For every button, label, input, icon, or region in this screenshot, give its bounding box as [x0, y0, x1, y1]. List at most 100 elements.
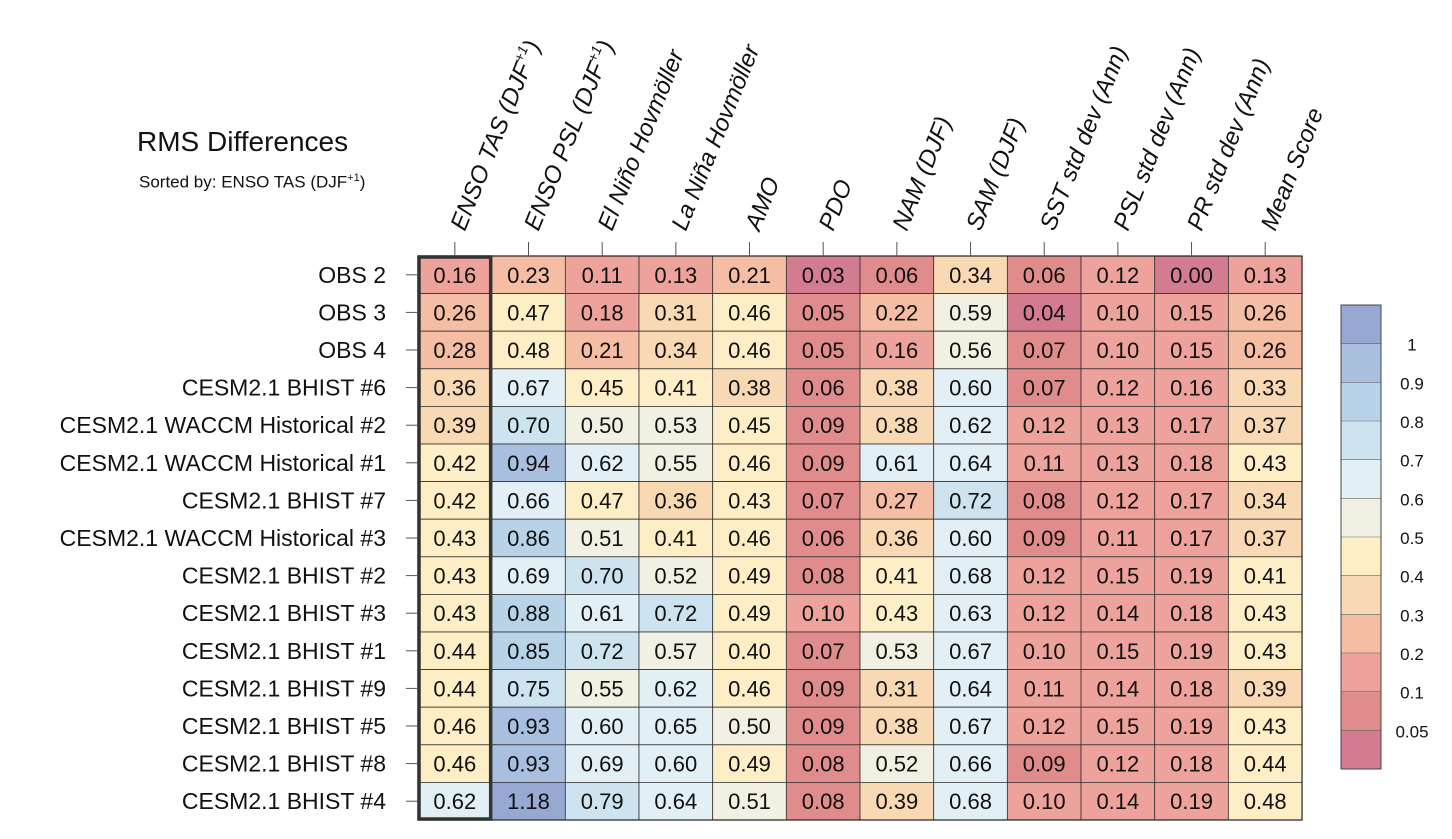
cell-value: 0.79 — [581, 789, 624, 814]
cell-value: 0.07 — [1023, 338, 1066, 363]
subtitle-prefix: Sorted by: ENSO TAS (DJF — [139, 172, 348, 192]
cell-value: 0.17 — [1170, 413, 1213, 438]
cell-value: 0.70 — [507, 413, 550, 438]
cell-value: 0.34 — [654, 338, 697, 363]
colorbar-bin — [1341, 459, 1381, 499]
cell-value: 0.11 — [1024, 676, 1065, 701]
column-labels: ENSO TAS (DJF+1)ENSO PSL (DJF+1)El Niño … — [445, 37, 1330, 256]
cell-value: 0.44 — [433, 676, 476, 701]
cell-value: 0.50 — [581, 413, 624, 438]
heatmap-cell — [1006, 706, 1082, 746]
cell-value: 0.43 — [1244, 639, 1287, 664]
cell-value: 0.18 — [1170, 451, 1213, 476]
heatmap-cell — [417, 631, 493, 670]
heatmap-cell — [785, 368, 861, 407]
heatmap-cell — [491, 368, 566, 407]
cell-value: 0.49 — [728, 564, 771, 589]
cell-value: 0.05 — [802, 300, 845, 325]
cell-value: 0.37 — [1244, 413, 1287, 438]
heatmap-cell — [859, 368, 935, 407]
cell-value: 0.11 — [1097, 526, 1138, 551]
heatmap-cell — [417, 706, 493, 746]
cell-value: 0.53 — [654, 413, 697, 438]
colorbar-bin — [1341, 653, 1381, 692]
cell-value: 0.62 — [581, 451, 624, 476]
cell-value: 0.65 — [654, 714, 697, 739]
heatmap-cell — [1006, 481, 1082, 520]
heatmap-cell — [933, 293, 1008, 332]
cell-value: 0.43 — [1244, 601, 1287, 626]
cell-value: 0.40 — [728, 639, 771, 664]
heatmap-cell — [1080, 744, 1156, 783]
cell-value: 0.26 — [433, 300, 476, 325]
cell-value: 0.08 — [802, 789, 845, 814]
cell-value: 0.10 — [1023, 639, 1066, 664]
cell-value: 0.46 — [433, 752, 476, 777]
column-label-base: Mean Score — [1256, 104, 1330, 234]
heatmap-cell — [564, 443, 640, 482]
heatmap-cell — [785, 518, 861, 558]
cell-value: 0.52 — [654, 564, 697, 589]
cell-value: 0.60 — [654, 752, 697, 777]
cell-value: 0.72 — [949, 488, 992, 513]
row-label: CESM2.1 BHIST #4 — [182, 788, 386, 814]
colorbar-bin — [1341, 305, 1381, 344]
cell-value: 0.47 — [507, 300, 550, 325]
heatmap-cell — [712, 669, 787, 708]
cell-value: 0.33 — [1244, 376, 1287, 401]
cell-value: 0.18 — [1170, 676, 1213, 701]
heatmap-cell — [1080, 706, 1156, 746]
heatmap-cell — [785, 631, 861, 670]
heatmap-cell — [859, 631, 935, 670]
cell-value: 0.06 — [802, 376, 845, 401]
heatmap-cell — [859, 481, 935, 520]
cell-value: 0.41 — [875, 564, 918, 589]
cell-value: 0.43 — [1244, 714, 1287, 739]
cell-value: 0.67 — [949, 639, 992, 664]
cell-value: 0.62 — [949, 413, 992, 438]
cell-value: 0.94 — [507, 451, 550, 476]
cell-value: 0.15 — [1096, 564, 1139, 589]
cell-value: 0.09 — [802, 676, 845, 701]
heatmap-cell — [1154, 744, 1229, 783]
heatmap-cell — [638, 782, 714, 821]
cell-value: 0.08 — [802, 752, 845, 777]
heatmap-cell — [1154, 518, 1229, 558]
cell-value: 0.09 — [1023, 526, 1066, 551]
cell-value: 0.13 — [654, 263, 697, 288]
heatmap-cell — [1227, 481, 1303, 520]
cell-value: 0.00 — [1170, 263, 1213, 288]
heatmap-cell — [638, 293, 714, 332]
colorbar-bin — [1341, 382, 1381, 421]
cell-value: 0.66 — [949, 752, 992, 777]
cell-value: 0.61 — [581, 601, 624, 626]
cell-value: 0.51 — [728, 789, 771, 814]
heatmap-cell — [1154, 556, 1229, 595]
cell-value: 0.51 — [581, 526, 624, 551]
heatmap-cell — [564, 744, 640, 783]
cell-value: 0.61 — [875, 451, 918, 476]
cell-value: 0.08 — [1023, 488, 1066, 513]
cell-value: 0.68 — [949, 789, 992, 814]
heatmap-cell — [1080, 255, 1156, 294]
column-label-base: ENSO PSL (DJF — [519, 58, 611, 235]
column-label: PDO — [814, 176, 859, 234]
cell-value: 0.18 — [581, 300, 624, 325]
heatmap-grid: 0.16 0.23 0.11 0.13 0.21 0.03 0.06 0.34 0.06 0.12… — [417, 255, 1303, 821]
heatmap-cell — [1227, 443, 1303, 482]
cell-value: 0.42 — [433, 488, 476, 513]
cell-value: 0.62 — [433, 789, 476, 814]
cell-value: 0.59 — [949, 300, 992, 325]
cell-value: 0.09 — [802, 714, 845, 739]
heatmap-cell — [1227, 293, 1303, 332]
heatmap-cell — [859, 293, 935, 332]
cell-value: 0.14 — [1096, 789, 1139, 814]
row-label: CESM2.1 WACCM Historical #3 — [60, 525, 386, 551]
cell-value: 0.12 — [1023, 714, 1066, 739]
heatmap-cell — [785, 293, 861, 332]
cell-value: 0.39 — [875, 789, 918, 814]
cell-value: 1.18 — [507, 789, 550, 814]
cell-value: 0.72 — [581, 639, 624, 664]
heatmap-cell — [638, 443, 714, 482]
heatmap-cell — [712, 782, 787, 821]
